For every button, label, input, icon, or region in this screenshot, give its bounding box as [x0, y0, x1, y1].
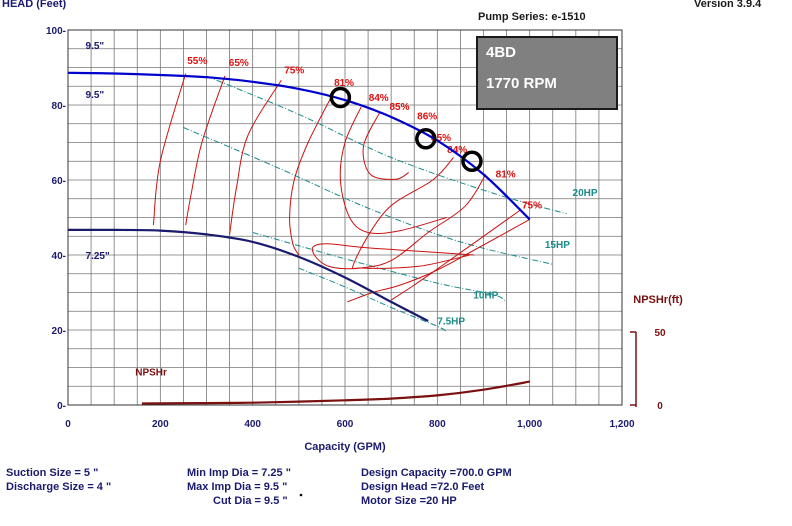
efficiency-curve	[152, 73, 187, 226]
design-point-marker	[329, 86, 352, 109]
efficiency-curve	[352, 157, 470, 270]
design-head: Design Head =72.0 Feet	[361, 481, 485, 493]
impeller-curve	[67, 71, 531, 221]
npsh-label: NPSHr	[135, 367, 167, 378]
npsh-tick-label: 0	[657, 401, 663, 412]
pump-model: 4BD	[486, 44, 517, 61]
motor-size: Motor Size =20 HP	[361, 495, 457, 507]
efficiency-curve	[339, 106, 447, 235]
hp-curve	[298, 267, 447, 333]
npsh-tick-label: 50	[654, 328, 666, 339]
pump-speed: 1770 RPM	[486, 75, 557, 92]
hp-curve	[206, 75, 567, 215]
max-imp-dia: Max Imp Dia = 9.5 "	[187, 481, 288, 493]
discharge-size: Discharge Size = 4 "	[6, 481, 112, 493]
x-tick-label: 400	[244, 419, 261, 430]
y-tick-label: 0-	[57, 401, 66, 412]
efficiency-label: 85%	[389, 102, 409, 113]
hp-curve	[183, 127, 553, 265]
efficiency-label: 65%	[229, 58, 249, 69]
efficiency-curve	[311, 174, 487, 270]
y-axis-title: HEAD (Feet)	[2, 0, 67, 10]
suction-size: Suction Size = 5 "	[6, 467, 99, 479]
x-axis-label: Capacity (GPM)	[304, 441, 386, 453]
pump-info-box: 4BD 1770 RPM	[476, 36, 618, 110]
impeller-label: 7.25"	[86, 251, 110, 262]
efficiency-label: 75%	[522, 200, 542, 211]
y-tick-label: 80-	[52, 101, 66, 112]
efficiency-label: 85%	[431, 133, 451, 144]
npsh-axis-title: NPSHr(ft)	[633, 294, 683, 306]
efficiency-label: 86%	[417, 112, 437, 123]
x-tick-label: 1,200	[609, 419, 634, 430]
npsh-curve	[141, 380, 530, 405]
hp-curve	[252, 232, 507, 303]
efficiency-curve	[289, 98, 331, 256]
cut-dia: Cut Dia = 9.5 "	[213, 495, 288, 507]
hp-label: 10HP	[473, 290, 498, 301]
stray-dot	[299, 493, 303, 497]
hp-label: 15HP	[545, 240, 570, 251]
efficiency-label: 81%	[334, 78, 354, 89]
pump-series-label: Pump Series: e-1510	[478, 11, 586, 23]
impeller-label: 9.5"	[86, 41, 105, 52]
efficiency-label: 81%	[496, 169, 516, 180]
efficiency-curve	[362, 111, 409, 180]
efficiency-curve	[229, 80, 282, 235]
x-tick-label: 800	[429, 419, 446, 430]
efficiency-label: 75%	[284, 65, 304, 76]
hp-label: 20HP	[573, 188, 598, 199]
impeller-label: 9.5"	[86, 90, 105, 101]
x-tick-label: 1,000	[517, 419, 542, 430]
min-imp-dia: Min Imp Dia = 7.25 "	[187, 467, 291, 479]
y-tick-label: 20-	[52, 326, 66, 337]
plot-border	[67, 29, 623, 406]
x-tick-label: 0	[65, 419, 71, 430]
efficiency-curve	[185, 75, 226, 226]
impeller-curve	[67, 228, 429, 322]
efficiency-label: 84%	[447, 145, 467, 156]
y-tick-label: 60-	[52, 176, 66, 187]
efficiency-curve	[390, 209, 521, 301]
version-label: Version 3.9.4	[694, 0, 762, 10]
hp-label: 7.5HP	[437, 317, 465, 328]
efficiency-label: 55%	[187, 56, 207, 67]
efficiency-curve	[347, 218, 530, 303]
design-capacity: Design Capacity =700.0 GPM	[361, 467, 512, 479]
design-point-marker	[415, 128, 437, 150]
efficiency-label: 84%	[369, 93, 389, 104]
design-point-marker	[461, 150, 483, 172]
x-tick-label: 600	[337, 419, 354, 430]
x-tick-label: 200	[152, 419, 169, 430]
y-tick-label: 40-	[52, 251, 66, 262]
y-tick-label: 100-	[46, 26, 66, 37]
